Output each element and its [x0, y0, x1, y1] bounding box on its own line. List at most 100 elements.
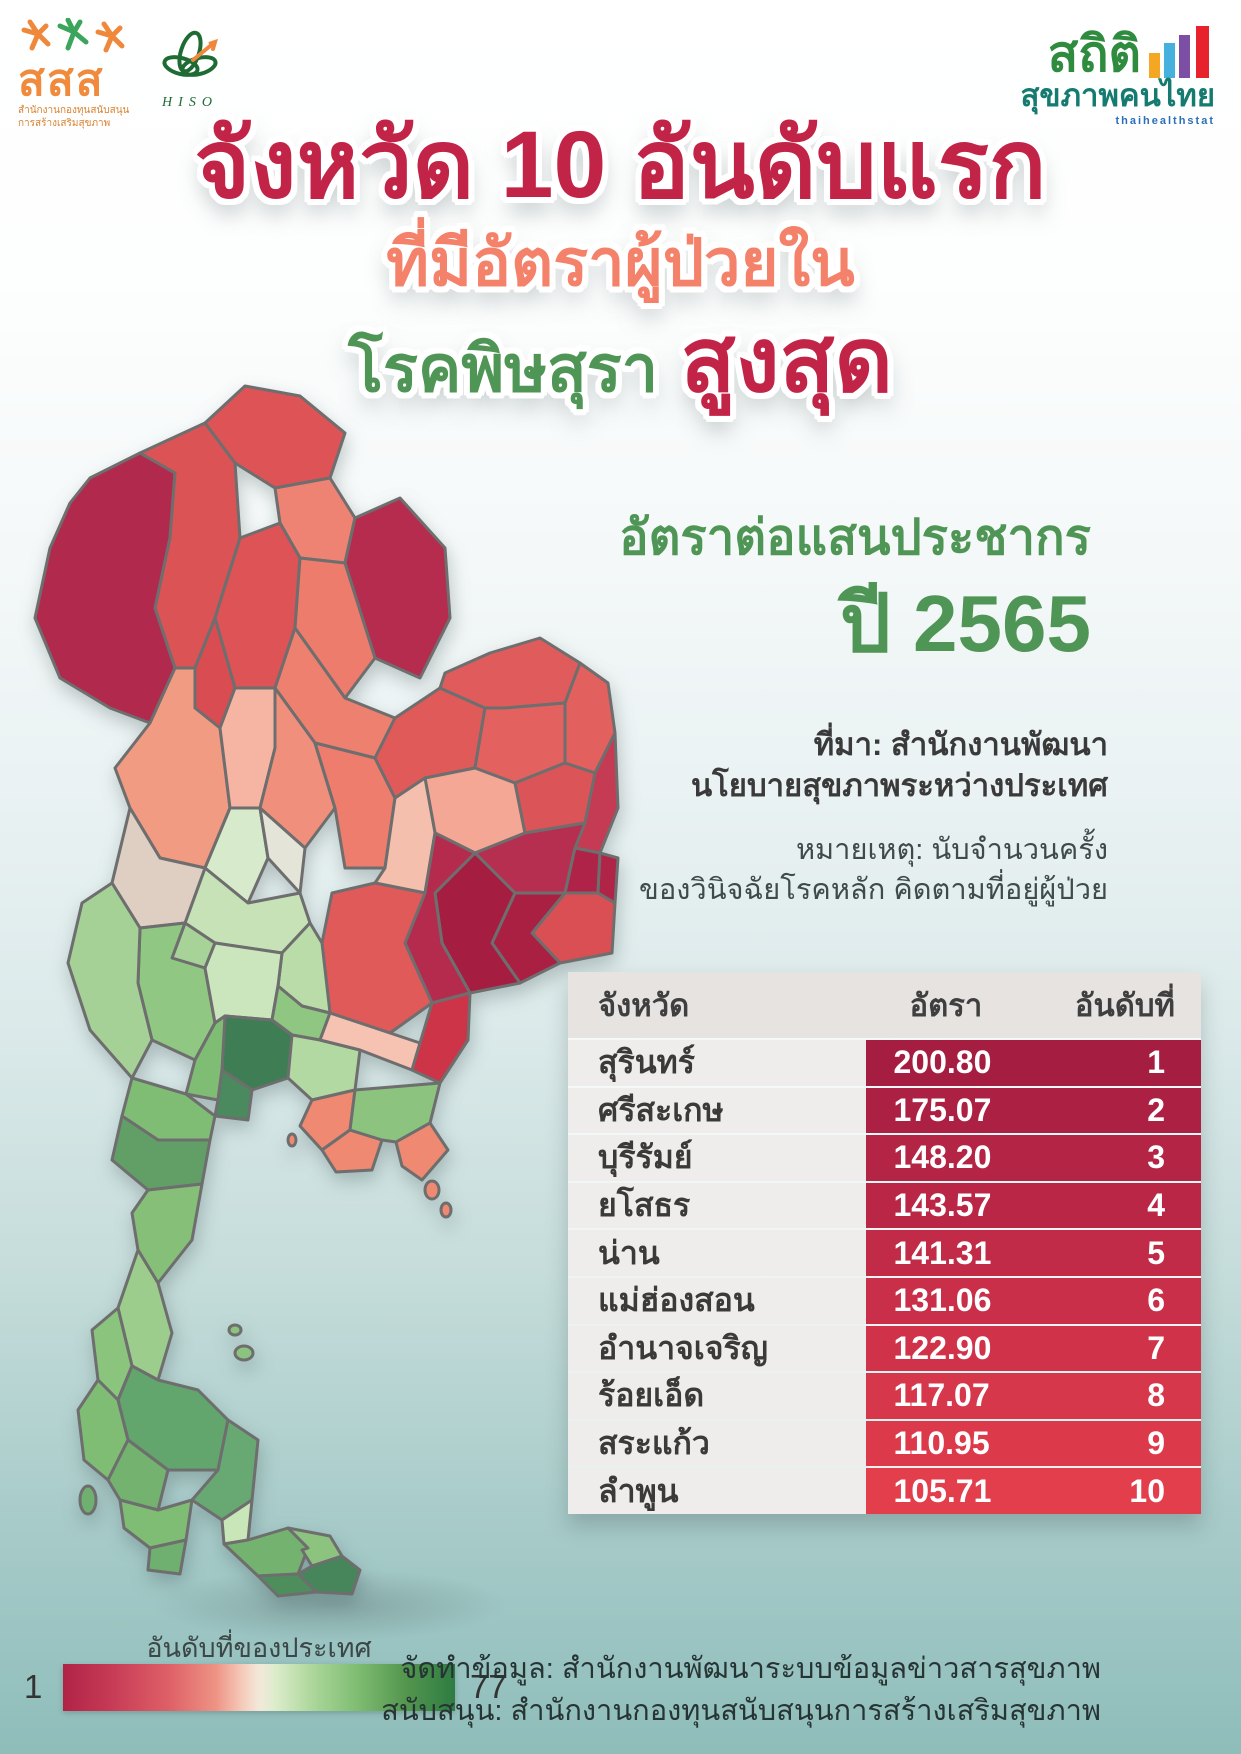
province-cell: บุรีรัมย์ [568, 1135, 866, 1181]
rank-value: 3 [1147, 1139, 1165, 1176]
rate-rank-cell: 143.57 4 [865, 1182, 1201, 1229]
region-satun [146, 1538, 188, 1576]
rank-value: 8 [1147, 1377, 1165, 1414]
rate-rank-cell: 175.07 2 [865, 1087, 1201, 1134]
thaihealth-ssss-logo: สสส สำนักงานกองทุนสนับสนุน การสร้างเสริม… [18, 17, 148, 130]
hiso-logo: HISO [150, 30, 230, 111]
rate-rank-cell: 110.95 9 [865, 1420, 1201, 1467]
province-cell: สระแก้ว [568, 1420, 866, 1467]
hiso-logo-text: HISO [162, 95, 218, 110]
table-row: แม่ฮ่องสอน 131.06 6 [568, 1275, 1201, 1324]
province-cell: สุรินทร์ [568, 1040, 866, 1086]
table-row: น่าน 141.31 5 [568, 1228, 1201, 1276]
region-koh-phangan [227, 1323, 243, 1337]
main-title-line3: โรคพิษสุรา สูงสุด [0, 288, 1241, 431]
rate-value: 105.71 [893, 1472, 992, 1509]
rank-value: 4 [1147, 1187, 1165, 1224]
ranking-table: จังหวัด อัตรา อันดับที่ สุรินทร์ 200.80 1 ศ… [568, 972, 1201, 1514]
bar-chart-icon [1149, 26, 1209, 78]
rank-value: 7 [1147, 1329, 1165, 1366]
rank-value: 2 [1147, 1091, 1165, 1128]
year-label: ปี 2565 [840, 579, 1091, 668]
rate-value: 117.07 [893, 1377, 990, 1414]
rate-rank-cell: 141.31 5 [865, 1230, 1201, 1276]
province-cell: ลำพูน [568, 1468, 866, 1514]
region-koh-samui [233, 1344, 255, 1362]
province-cell: ยโสธร [568, 1182, 866, 1229]
region-narathiwat [296, 1554, 362, 1596]
table-row: ร้อยเอ็ด 117.07 8 [568, 1371, 1201, 1419]
table-header-band: อัตรา อันดับที่ [865, 972, 1201, 1038]
province-cell: น่าน [568, 1230, 866, 1276]
region-phuket-island [78, 1484, 98, 1516]
rate-rank-cell: 131.06 6 [865, 1277, 1201, 1324]
main-title-line3-red: สูงสุด [680, 311, 893, 411]
column-header-rank: อันดับที่ [1074, 988, 1175, 1023]
footer-line2: สนับสนุน: สำนักงานกองทุนสนับสนุนการสร้าง… [381, 1695, 1101, 1727]
ssss-caption-line2: การสร้างเสริมสุขภาพ [18, 118, 111, 129]
stat-logo-title: สถิติ [1047, 26, 1141, 82]
province-cell: อำนาจเจริญ [568, 1325, 866, 1372]
note-line1: หมายเหตุ: นับจำนวนครั้ง [795, 834, 1108, 866]
region-samut-cluster [213, 1068, 254, 1122]
rate-value: 148.20 [893, 1139, 992, 1176]
table-row: สระแก้ว 110.95 9 [568, 1418, 1201, 1467]
legend-caption: อันดับที่ของประเทศ [146, 1633, 372, 1663]
rate-rank-cell: 105.71 10 [865, 1468, 1201, 1514]
rate-value: 143.57 [893, 1187, 992, 1224]
thaihealthstat-logo: สถิติ สุขภาพคนไทย thaihealthstat [1020, 26, 1215, 128]
legend-min-value: 1 [24, 1668, 43, 1705]
jumping-figures-icon [21, 17, 125, 53]
province-cell: ร้อยเอ็ด [568, 1373, 866, 1419]
rank-value: 9 [1147, 1425, 1165, 1462]
region-phrae [293, 556, 377, 700]
region-nong-khai [438, 636, 582, 710]
region-phichit [258, 806, 307, 895]
rate-rank-cell: 148.20 3 [865, 1135, 1201, 1181]
note-line2: ของวินิจฉัยโรคหลัก คิดตามที่อยู่ผู้ป่วย [639, 874, 1108, 906]
stat-logo-tagline: thaihealthstat [1115, 115, 1215, 127]
ssss-logo-text: สสส [18, 56, 105, 105]
footer-line1: จัดทำข้อมูล: สำนักงานพัฒนาระบบข้อมูลข่าว… [400, 1653, 1101, 1685]
table-row: ลำพูน 105.71 10 [568, 1466, 1201, 1514]
table-row: บุรีรัมย์ 148.20 3 [568, 1133, 1201, 1181]
region-koh-chang [423, 1179, 441, 1201]
legend-gradient-bar [63, 1664, 455, 1711]
region-chiang-rai [203, 384, 347, 490]
region-rayong [320, 1128, 384, 1174]
rank-value: 5 [1147, 1234, 1165, 1271]
legend-max-value: 77 [470, 1668, 507, 1705]
main-title-line1: จังหวัด 10 อันดับแรก [194, 112, 1047, 218]
note-text: หมายเหตุ: นับจำนวนครั้ง ของวินิจฉัยโรคหล… [639, 830, 1108, 910]
hiso-knot-icon [162, 30, 218, 77]
region-koh-kut [439, 1201, 453, 1219]
rate-per-population-label: อัตราต่อแสนประชากร [619, 511, 1091, 565]
rank-value: 10 [1129, 1472, 1165, 1509]
region-trat [394, 1121, 450, 1182]
main-title-line3-green: โรคพิษสุรา [348, 332, 659, 405]
rank-value: 6 [1147, 1282, 1165, 1319]
table-row: อำนาจเจริญ 122.90 7 [568, 1323, 1201, 1372]
stat-logo-subtitle: สุขภาพคนไทย [1020, 78, 1215, 113]
table-header-row: จังหวัด อัตรา อันดับที่ [568, 972, 1201, 1038]
source-text: ที่มา: สำนักงานพัฒนา นโยบายสุขภาพระหว่าง… [691, 724, 1108, 806]
rate-value: 131.06 [893, 1282, 992, 1319]
table-row: สุรินทร์ 200.80 1 [568, 1038, 1201, 1086]
main-title-line2: ที่มีอัตราผู้ป่วยใน [386, 226, 855, 299]
rate-value: 141.31 [893, 1234, 992, 1271]
thailand-choropleth-map [33, 384, 620, 1598]
rate-value: 200.80 [893, 1044, 992, 1081]
rate-rank-cell: 117.07 8 [865, 1373, 1201, 1419]
source-line1: ที่มา: สำนักงานพัฒนา [813, 727, 1108, 762]
rate-rank-cell: 200.80 1 [865, 1040, 1201, 1086]
region-mae-hong-son [33, 451, 177, 725]
table-rows: สุรินทร์ 200.80 1 ศรีสะเกษ 175.07 2 บุรีรัมย์ 1… [568, 1038, 1201, 1514]
region-pattaya-island [286, 1132, 298, 1148]
rate-value: 122.90 [893, 1329, 992, 1366]
rate-value: 110.95 [893, 1425, 990, 1462]
column-header-province: จังหวัด [568, 972, 866, 1038]
table-row: ศรีสะเกษ 175.07 2 [568, 1085, 1201, 1134]
province-cell: แม่ฮ่องสอน [568, 1277, 866, 1324]
region-ayutthaya [203, 941, 284, 1025]
